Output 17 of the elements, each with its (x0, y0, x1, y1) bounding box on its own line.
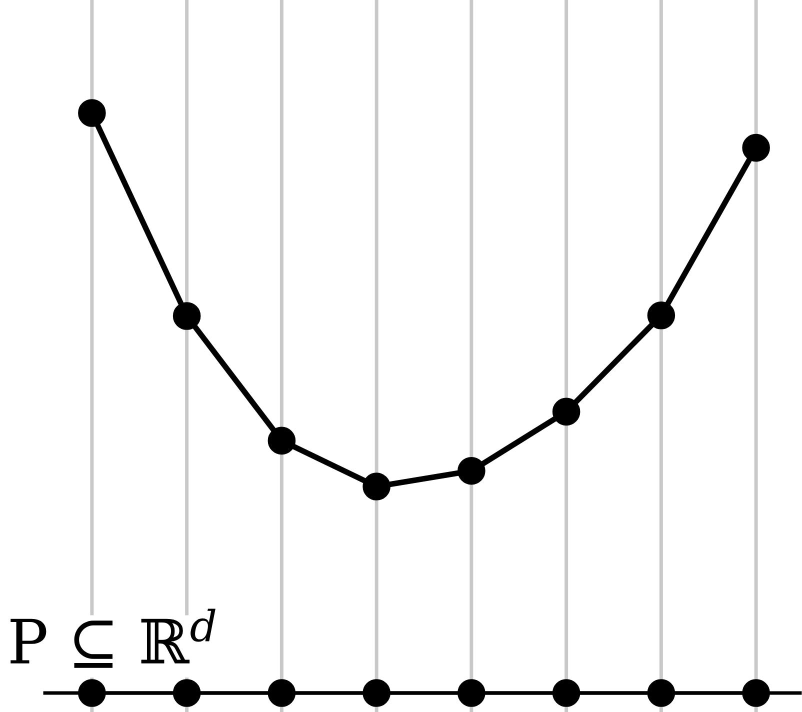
point (172, 679, 201, 707)
point (78, 99, 106, 127)
annotation: P ⊆ ℝ$^{d}$ (10, 608, 216, 668)
point (172, 302, 201, 330)
point (458, 679, 486, 707)
point (742, 134, 770, 162)
point (647, 302, 676, 330)
point (268, 679, 296, 707)
point (647, 679, 676, 707)
point (742, 679, 770, 707)
point (268, 426, 296, 455)
point (78, 679, 106, 707)
point (458, 456, 486, 485)
point (362, 472, 390, 500)
point (552, 398, 580, 426)
point (362, 679, 390, 707)
point (552, 679, 580, 707)
